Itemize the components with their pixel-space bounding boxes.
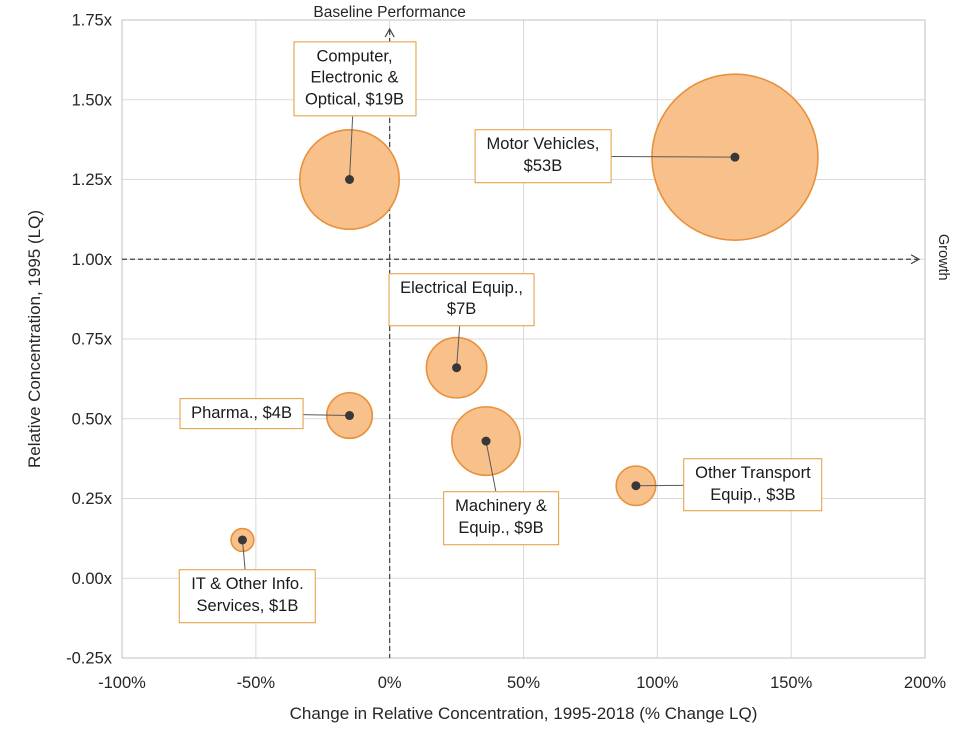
y-tick-label: 1.00x bbox=[72, 251, 113, 269]
bubble-center-dot-other-transport-equip bbox=[631, 481, 641, 491]
growth-arrow-icon bbox=[910, 254, 921, 265]
x-tick-label: 150% bbox=[770, 674, 813, 692]
bubble-center-dot-motor-vehicles bbox=[730, 152, 740, 162]
baseline-arrow-icon bbox=[384, 27, 395, 38]
y-tick-label: 0.00x bbox=[72, 570, 113, 588]
bubble-center-dot-it-other-info-services bbox=[237, 535, 247, 545]
x-axis-title: Change in Relative Concentration, 1995-2… bbox=[290, 704, 758, 723]
y-tick-label: 0.50x bbox=[72, 410, 113, 428]
bubble-center-dot-computer-electronic-optical bbox=[345, 175, 355, 184]
y-tick-label: 0.75x bbox=[72, 331, 113, 349]
bubble-center-dot-electrical-equip bbox=[452, 363, 462, 373]
y-tick-label: 1.25x bbox=[72, 171, 113, 189]
plot-border bbox=[121, 19, 926, 659]
y-axis-title: Relative Concentration, 1995 (LQ) bbox=[25, 210, 44, 468]
bubble-center-dot-machinery-equip bbox=[481, 436, 491, 446]
x-tick-label: 0% bbox=[378, 674, 402, 692]
x-tick-label: 200% bbox=[904, 674, 947, 692]
y-tick-label: 0.25x bbox=[72, 490, 113, 508]
x-tick-label: -100% bbox=[98, 674, 146, 692]
x-tick-label: 50% bbox=[507, 674, 540, 692]
baseline-reference-label: Baseline Performance bbox=[313, 4, 466, 21]
y-tick-label: -0.25x bbox=[66, 650, 113, 668]
x-tick-label: -50% bbox=[237, 674, 276, 692]
growth-reference-label: Growth bbox=[935, 234, 951, 281]
x-tick-label: 100% bbox=[636, 674, 679, 692]
y-tick-label: 1.75x bbox=[72, 12, 113, 30]
y-tick-label: 1.50x bbox=[72, 91, 113, 109]
bubble-center-dot-pharma bbox=[345, 411, 355, 421]
